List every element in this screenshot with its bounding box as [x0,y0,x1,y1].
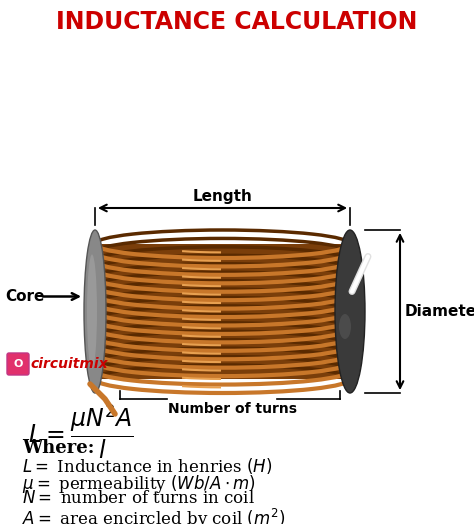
FancyBboxPatch shape [7,353,29,375]
Bar [349,244,351,379]
Text: Diameter: Diameter [405,304,474,319]
Bar [95,244,350,379]
Text: $N = $ number of turns in coil: $N = $ number of turns in coil [22,490,255,507]
Text: Core: Core [5,289,45,304]
Text: Number of turns: Number of turns [168,402,297,416]
Text: $A = $ area encircled by coil $(m^2)$: $A = $ area encircled by coil $(m^2)$ [22,507,285,524]
Text: Where:: Where: [22,439,94,457]
Text: O: O [13,359,23,369]
Text: INDUCTANCE CALCULATION: INDUCTANCE CALCULATION [56,10,418,34]
Ellipse shape [335,230,365,393]
Text: $L = \dfrac{\mu N^2 A}{l}$: $L = \dfrac{\mu N^2 A}{l}$ [28,402,134,461]
Ellipse shape [339,314,351,339]
Text: Length: Length [192,189,253,204]
Text: $L = $ Inductance in henries $(H)$: $L = $ Inductance in henries $(H)$ [22,456,272,476]
Ellipse shape [84,230,106,393]
Bar [94,244,96,379]
Ellipse shape [87,255,97,368]
Text: $\mu = $ permeability $(Wb/A\cdot m)$: $\mu = $ permeability $(Wb/A\cdot m)$ [22,473,256,495]
Text: circuitmix: circuitmix [30,357,108,371]
